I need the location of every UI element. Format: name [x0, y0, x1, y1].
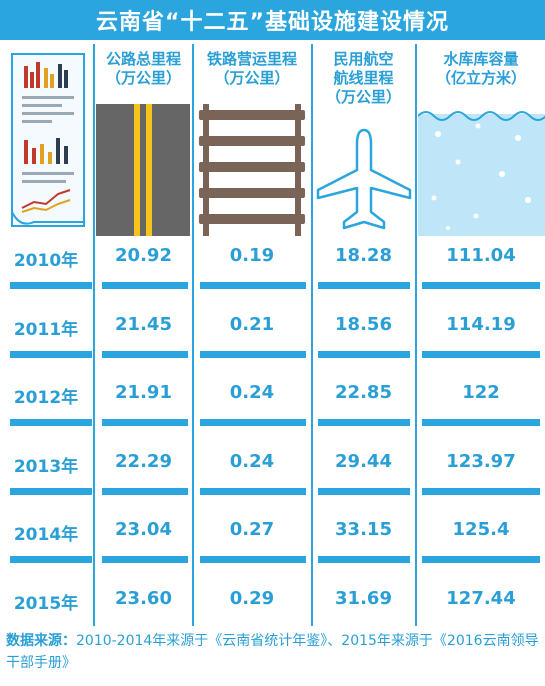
row-year: 2015年	[13, 593, 79, 614]
row-divider	[422, 419, 540, 426]
row-divider	[10, 350, 92, 358]
column-separator	[93, 44, 95, 626]
cell-railway: 0.27	[229, 519, 275, 540]
cell-reservoir: 114.19	[446, 313, 516, 335]
cell-highway: 21.45	[115, 313, 172, 335]
row-year: 2010年	[13, 251, 79, 271]
cell-railway: 0.21	[229, 313, 275, 335]
row-divider	[10, 556, 92, 563]
row-year: 2012年	[13, 388, 79, 408]
cell-aviation: 31.69	[335, 587, 392, 609]
row-divider	[318, 556, 410, 563]
cell-reservoir: 125.4	[452, 519, 510, 540]
column-separator	[415, 44, 417, 626]
row-divider	[200, 350, 306, 358]
source-text: 2010-2014年来源于《云南省统计年鉴》、2015年来源于《2016云南领导…	[6, 633, 539, 671]
source-note: 数据来源：2010-2014年来源于《云南省统计年鉴》、2015年来源于《201…	[6, 630, 541, 674]
row-divider	[200, 556, 306, 563]
row-divider	[318, 487, 410, 495]
cell-railway: 0.24	[229, 450, 275, 472]
cell-railway: 0.24	[229, 382, 275, 403]
cell-highway: 23.04	[115, 519, 172, 540]
cell-railway: 0.19	[229, 245, 275, 266]
row-divider	[102, 556, 188, 563]
column-header-railway: 铁路营运里程 （万公里）	[206, 50, 297, 87]
row-divider	[10, 282, 92, 289]
row-divider	[10, 487, 92, 495]
row-year: 2011年	[13, 319, 79, 340]
row-divider	[318, 282, 410, 289]
row-divider	[200, 419, 306, 426]
cell-highway: 20.92	[115, 245, 172, 266]
row-divider	[102, 282, 188, 289]
row-year: 2014年	[13, 525, 79, 545]
row-divider	[422, 487, 540, 495]
row-divider	[10, 419, 92, 426]
cell-aviation: 33.15	[335, 519, 392, 540]
railway-track-icon	[199, 104, 305, 236]
source-label: 数据来源：	[6, 633, 76, 649]
cell-aviation: 22.85	[335, 382, 392, 403]
cell-aviation: 29.44	[335, 450, 392, 472]
cell-reservoir: 127.44	[446, 587, 516, 609]
cell-aviation: 18.56	[335, 313, 392, 335]
row-divider	[422, 282, 540, 289]
cell-highway: 23.60	[115, 587, 172, 609]
row-divider	[200, 282, 306, 289]
row-divider	[422, 350, 540, 358]
road-icon	[96, 104, 190, 236]
cell-railway: 0.29	[229, 587, 275, 609]
row-divider	[102, 487, 188, 495]
cell-reservoir: 122	[462, 382, 500, 403]
row-divider	[102, 419, 188, 426]
row-divider	[200, 487, 306, 495]
column-separator	[311, 44, 313, 626]
airplane-icon	[316, 128, 412, 230]
page-title: 云南省“十二五”基础设施建设情况	[0, 0, 545, 40]
cell-reservoir: 111.04	[446, 245, 516, 266]
cell-reservoir: 123.97	[446, 450, 516, 472]
row-divider	[422, 556, 540, 563]
row-divider	[318, 419, 410, 426]
row-divider	[102, 350, 188, 358]
column-header-reservoir: 水库库容量 （亿立方米）	[435, 50, 526, 87]
report-document-icon	[11, 53, 85, 227]
column-header-aviation: 民用航空 航线里程 （万公里）	[325, 50, 401, 106]
row-year: 2013年	[13, 456, 79, 477]
water-icon	[418, 111, 545, 236]
cell-aviation: 18.28	[335, 245, 392, 266]
column-header-highway: 公路总里程 （万公里）	[105, 50, 181, 87]
cell-highway: 21.91	[115, 382, 172, 403]
cell-highway: 22.29	[115, 450, 172, 472]
row-divider	[318, 350, 410, 358]
column-separator	[192, 44, 194, 626]
